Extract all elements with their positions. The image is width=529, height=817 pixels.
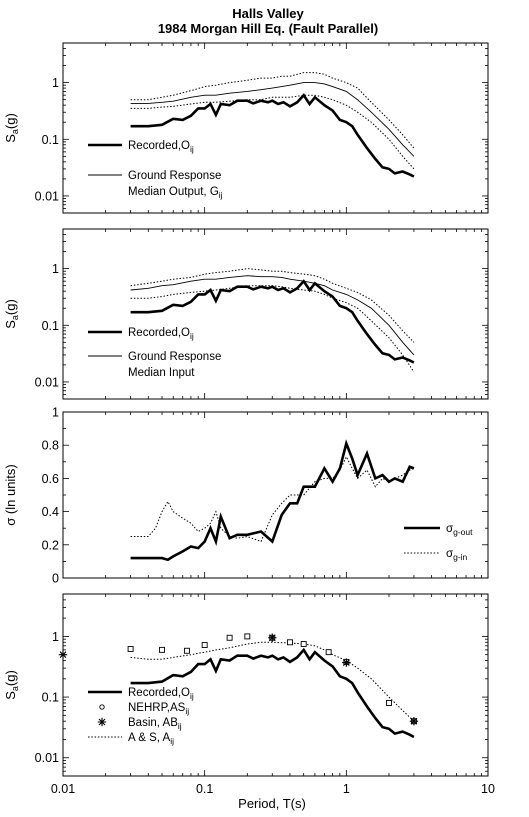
legend-swatch xyxy=(97,717,107,727)
y-axis-label: Sa(g) xyxy=(3,113,20,143)
data-point-nehrp xyxy=(244,633,251,640)
series-line-as_model xyxy=(130,641,415,722)
data-point-nehrp xyxy=(287,639,293,646)
y-tick-label: 1 xyxy=(52,406,59,420)
data-point-nehrp xyxy=(184,647,190,654)
panel-2: 1 0.1 0.01 Sa(g) Recorded,Oij Ground Response… xyxy=(3,228,489,400)
x-tick-label: 10 xyxy=(481,782,495,796)
y-tick-label: 0.2 xyxy=(42,538,59,552)
panel-frame xyxy=(62,42,489,214)
y-tick-label: 0.8 xyxy=(42,439,59,453)
y-axis-label: Sa(g) xyxy=(3,299,20,329)
y-tick-label: 0.1 xyxy=(42,691,59,705)
series-line-median_output xyxy=(130,82,415,157)
y-tick-label: 0.01 xyxy=(35,751,59,765)
legend-label: Ground Response xyxy=(128,351,221,363)
series-line-upper_bound xyxy=(130,72,415,149)
legend-label: Median Output, Gij xyxy=(128,186,223,200)
panel-1: 1 0.1 0.01 Sa(g) Recorded,Oij Ground Response… xyxy=(3,42,489,214)
series-line-median_input xyxy=(130,275,415,356)
y-tick-label: 1 xyxy=(52,630,59,644)
data-point-nehrp xyxy=(159,646,165,653)
data-point-nehrp xyxy=(300,641,307,647)
y-tick-label: 0.6 xyxy=(42,472,59,486)
series-line-lower_bound xyxy=(130,94,415,170)
y-tick-label: 1 xyxy=(52,262,59,276)
y-tick-label: 1 xyxy=(52,76,59,90)
data-point-nehrp xyxy=(127,646,134,652)
series-line-sigma_g_in xyxy=(130,455,415,543)
panel-3: 0 0.2 0.4 0.6 0.8 1 σ (ln units) σg-out σg-in xyxy=(3,406,489,586)
series-line-recorded xyxy=(130,647,415,739)
data-point-basin xyxy=(58,650,68,659)
series-line-sigma_g_out xyxy=(130,439,415,562)
y-tick-label: 0.01 xyxy=(35,189,59,203)
y-tick-label: 0.4 xyxy=(42,505,59,519)
legend-label: A & S, Aij xyxy=(128,732,174,746)
series-line-upper_bound xyxy=(130,268,415,343)
legend-label: Recorded,Oij xyxy=(128,140,194,154)
x-tick-label: 1 xyxy=(343,782,350,796)
legend-label: Recorded,Oij xyxy=(128,327,194,341)
data-point-nehrp xyxy=(226,634,233,641)
y-axis-label: Sa(g) xyxy=(3,670,20,700)
x-tick-label: 0.01 xyxy=(51,782,75,796)
y-tick-label: 0.1 xyxy=(42,133,59,147)
chart-title-line2: 1984 Morgan Hill Eq. (Fault Parallel) xyxy=(158,21,378,36)
series-line-recorded xyxy=(130,279,415,364)
legend-label: σg-out xyxy=(446,523,473,537)
legend-swatch xyxy=(99,704,105,710)
chart-title-line1: Halls Valley xyxy=(232,6,304,21)
x-axis-label: Period, T(s) xyxy=(238,796,306,811)
data-point-nehrp xyxy=(201,642,208,649)
data-point-basin xyxy=(409,717,419,726)
legend-label: NEHRP,ASij xyxy=(128,702,189,716)
panel-frame xyxy=(62,593,489,777)
y-tick-label: 0 xyxy=(52,572,59,586)
y-tick-label: 0.1 xyxy=(42,319,59,333)
legend-label: Basin, ABij xyxy=(128,717,182,731)
data-point-basin xyxy=(268,633,277,642)
legend-label: Ground Response xyxy=(128,170,221,182)
panel-frame xyxy=(62,228,489,400)
x-tick-label: 0.1 xyxy=(196,782,213,796)
data-point-nehrp xyxy=(325,649,332,656)
legend-label: σg-in xyxy=(446,548,468,562)
data-point-nehrp xyxy=(386,700,392,706)
series-line-recorded xyxy=(130,93,415,178)
series-line-lower_bound xyxy=(130,285,415,373)
panel-4: 1 0.1 0.01 Sa(g) Recorded,OijNEHRP,ASijBasin… xyxy=(3,593,489,777)
y-axis-label: σ (ln units) xyxy=(3,464,18,525)
data-point-basin xyxy=(342,658,351,667)
y-tick-label: 0.01 xyxy=(35,375,59,389)
legend-label: Recorded,Oij xyxy=(128,687,194,701)
legend-label: Median Input xyxy=(128,367,195,379)
